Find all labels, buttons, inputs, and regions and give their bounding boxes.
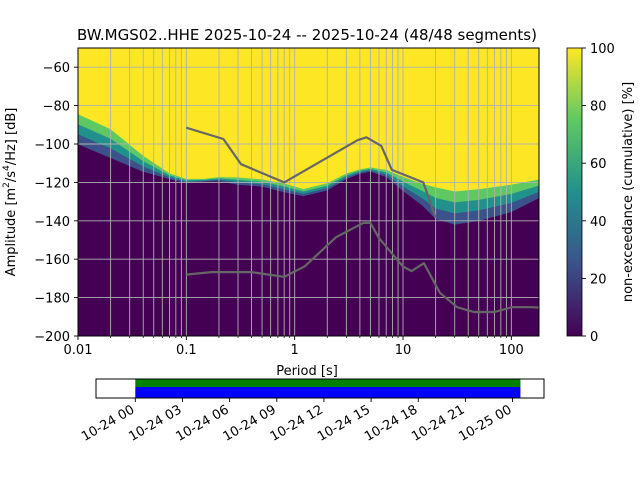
y-tick-label: −160 [34, 253, 70, 268]
x-tick-label: 10 [395, 343, 412, 358]
y-tick-label: −120 [34, 176, 70, 191]
y-tick-label: −140 [34, 215, 70, 230]
y-tick-label: −180 [34, 292, 70, 307]
y-tick-label: −80 [43, 100, 70, 115]
colorbar-tick-label: 100 [590, 42, 615, 57]
y-tick-label: −60 [43, 61, 70, 76]
x-tick-label: 100 [499, 343, 524, 358]
colorbar-tick-label: 20 [590, 272, 607, 287]
coverage-bar-green [135, 379, 521, 387]
psd-heatmap [78, 48, 539, 231]
colorbar-tick-label: 40 [590, 215, 607, 230]
coverage-tick-label: 10-24 21 [409, 402, 467, 444]
coverage-tick-label: 10-25 00 [456, 402, 514, 444]
coverage-tick-label: 10-24 03 [126, 402, 184, 444]
chart-title: BW.MGS02..HHE 2025-10-24 -- 2025-10-24 (… [77, 26, 537, 44]
grid-lines [78, 48, 539, 336]
colorbar-ticks: 0 20 40 60 80 100 [582, 42, 615, 345]
y-tick-label: −200 [34, 330, 70, 345]
coverage-tick-label: 10-24 09 [221, 402, 279, 444]
coverage-tick-label: 10-24 06 [173, 402, 231, 444]
colorbar-tick-label: 0 [590, 330, 598, 345]
coverage-tick-label: 10-24 15 [315, 402, 373, 444]
coverage-bar-blue [135, 386, 521, 398]
y-axis-label: Amplitude [m2/s4/Hz] [dB] [2, 108, 19, 277]
coverage-frame [95, 378, 545, 399]
x-tick-label: 1 [291, 343, 299, 358]
coverage-tick-label: 10-24 12 [268, 402, 326, 444]
noise-models [185, 126, 539, 314]
x-tick-label: 0.01 [64, 343, 93, 358]
plot-frame [77, 47, 540, 337]
x-tick-label: 0.1 [176, 343, 197, 358]
x-axis-label: Period [s] [276, 364, 338, 379]
heatmap-high-exceedance-region [78, 48, 539, 189]
coverage-tick-label: 10-24 00 [79, 402, 137, 444]
colorbar: 0 20 40 60 80 100 non-exceedance (cumulative)… [566, 42, 636, 345]
x-axis: 0.01 0.1 1 10 100 [64, 336, 524, 358]
colorbar-tick-label: 60 [590, 157, 607, 172]
noise-model-nhnm-line [185, 126, 437, 219]
colorbar-label: non-exceedance (cumulative) [%] [621, 82, 636, 302]
y-axis: −60 −80 −100 −120 −140 −160 −180 −200 [34, 61, 78, 345]
colorbar-tick-label: 80 [590, 100, 607, 115]
ppsd-plot-area [77, 47, 540, 337]
noise-model-nlnm-line [186, 221, 539, 314]
coverage-tick-label: 10-24 18 [362, 402, 420, 444]
colorbar-gradient [566, 47, 583, 337]
y-tick-label: −100 [34, 138, 70, 153]
heatmap-transition-band [78, 144, 539, 231]
